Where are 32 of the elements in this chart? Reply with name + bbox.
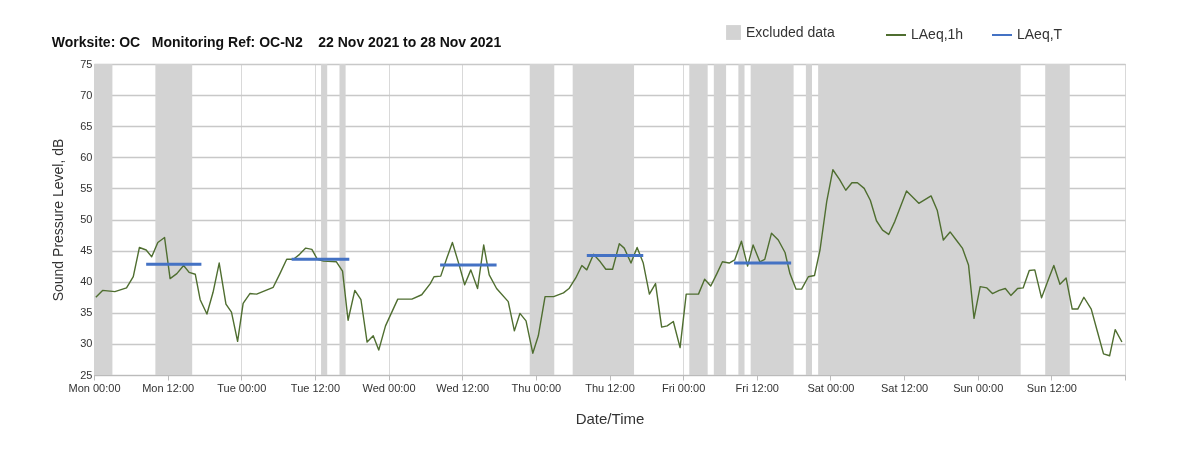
- x-tick-label: Sun 12:00: [1026, 381, 1077, 394]
- y-tick-label: 35: [80, 306, 93, 319]
- x-tick-label: Fri 00:00: [661, 381, 706, 394]
- x-tick-label: Sat 12:00: [881, 381, 929, 394]
- y-tick-label: 70: [80, 88, 93, 101]
- x-tick-label: Fri 12:00: [735, 381, 779, 394]
- x-tick-label: Wed 00:00: [362, 381, 416, 394]
- x-tick-label: Sat 00:00: [807, 381, 855, 394]
- chart-title: Worksite: OC Monitoring Ref: OC-N2 22 Nov 2021 to 28 Nov 2021: [51, 34, 502, 50]
- y-tick-label: 25: [80, 368, 93, 381]
- y-tick-label: 60: [80, 150, 93, 163]
- y-tick-label: 45: [80, 244, 93, 257]
- y-tick-label: 50: [80, 213, 93, 225]
- x-tick-label: Mon 00:00: [68, 381, 121, 394]
- x-tick-label: Thu 12:00: [585, 381, 635, 394]
- legend-label: LAeq,T: [1017, 26, 1063, 42]
- x-tick-label: Wed 12:00: [436, 381, 490, 394]
- y-tick-label: 55: [80, 181, 93, 194]
- y-tick-label: 40: [80, 275, 93, 288]
- x-tick-label: Tue 12:00: [290, 381, 340, 394]
- y-tick-label: 65: [80, 119, 93, 132]
- x-tick-label: Sun 00:00: [953, 381, 1004, 394]
- y-tick-label: 75: [80, 57, 93, 70]
- legend-label: Excluded data: [746, 23, 835, 40]
- y-axis-title: Sound Pressure Level, dB: [50, 138, 67, 302]
- line-series: [95, 169, 1123, 357]
- x-tick-label: Thu 00:00: [511, 381, 562, 394]
- x-tick-label: Tue 00:00: [217, 381, 267, 394]
- legend-label: LAeq,1h: [911, 26, 964, 42]
- x-axis-title: Date/Time: [575, 409, 645, 427]
- x-tick-label: Mon 12:00: [142, 381, 195, 394]
- y-tick-label: 30: [80, 337, 93, 350]
